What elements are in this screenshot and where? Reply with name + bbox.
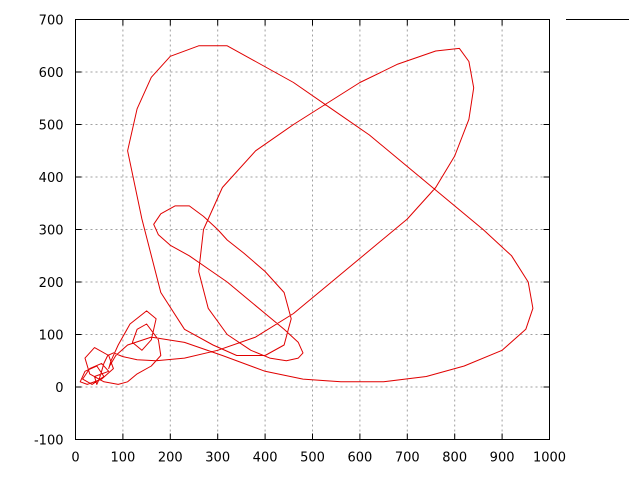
plot-frame	[75, 19, 550, 440]
x-tick-label: 0	[71, 451, 79, 466]
tick-labels: 0 100 200 300 400 500 600 700 800 900 1000 -100 0 100…	[34, 14, 566, 466]
x-tick-label: 100	[110, 451, 135, 466]
y-tick-label: 600	[39, 66, 64, 81]
y-tick-label: 500	[39, 119, 64, 134]
x-tick-label: 600	[347, 451, 372, 466]
series-line	[79, 45, 534, 385]
y-tick-label: 400	[39, 171, 64, 186]
x-tick-label: 800	[442, 451, 467, 466]
x-tick-label: 900	[490, 451, 515, 466]
x-tick-label: 500	[300, 451, 325, 466]
x-tick-label: 700	[395, 451, 420, 466]
x-tick-label: 300	[205, 451, 230, 466]
y-tick-label: -100	[34, 434, 64, 449]
series-lines	[79, 45, 534, 385]
x-tick-label: 1000	[533, 451, 566, 466]
x-tick-label: 400	[253, 451, 278, 466]
y-tick-label: 0	[55, 381, 63, 396]
x-tick-label: 200	[158, 451, 183, 466]
y-tick-label: 200	[39, 276, 64, 291]
y-tick-label: 700	[39, 14, 64, 29]
y-tick-label: 300	[39, 224, 64, 239]
y-tick-label: 100	[39, 329, 64, 344]
grid	[75, 19, 550, 440]
